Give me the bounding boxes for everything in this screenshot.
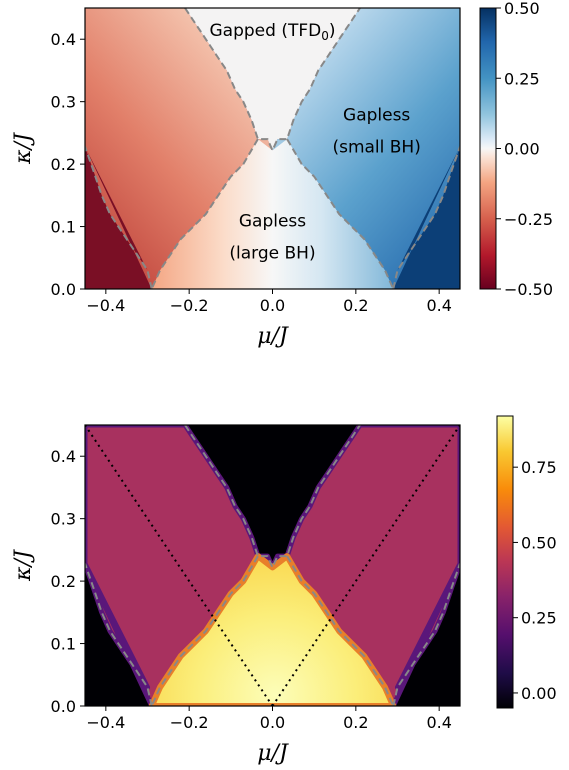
region-label-gapped: Gapped (TFD0) <box>210 21 336 43</box>
x-tick-label: 0.0 <box>260 296 285 315</box>
phase-boundary <box>392 563 460 706</box>
phase-boundary <box>184 8 361 153</box>
y-tick-label: 0.4 <box>51 30 76 49</box>
x-tick-label: 0.4 <box>426 296 451 315</box>
x-axis-label: μ/J <box>257 741 289 766</box>
x-tick-label: 0.2 <box>343 713 368 732</box>
x-tick-label: −0.4 <box>86 713 125 732</box>
colorbar-tick-label: −0.25 <box>504 210 553 229</box>
dotted-guide-line <box>271 425 460 706</box>
phase-boundary <box>85 563 153 706</box>
phase-boundary <box>392 146 460 289</box>
panel-bottom: −0.4 −0.2 0.0 0.2 0.4 0.0 0.1 0.2 0.3 0.4 μ/J κ/J 0.… <box>11 415 557 766</box>
y-tick-label: 0.2 <box>51 155 76 174</box>
heatmap-bottom <box>85 425 460 706</box>
region-label: Gapless <box>343 105 410 125</box>
dotted-guide-line <box>85 425 274 706</box>
region-label: Gapless <box>239 212 306 232</box>
colorbar-tick-label: 0.00 <box>504 140 540 159</box>
region-label-sub: (large BH) <box>229 244 315 264</box>
colorbar-tick-label: 0.25 <box>521 609 557 628</box>
y-tick-label: 0.1 <box>51 635 76 654</box>
colorbar-tick-label: 0.25 <box>504 69 540 88</box>
y-axis-label: κ/J <box>11 132 36 165</box>
colorbar-tick-label: 0.75 <box>521 458 557 477</box>
y-tick-label: 0.4 <box>51 447 76 466</box>
colorbar-tick-label: 0.50 <box>504 0 540 18</box>
colorbar-tick-label: −0.50 <box>504 280 553 299</box>
x-tick-label: 0.4 <box>426 713 451 732</box>
phase-boundary <box>286 555 395 706</box>
colorbar-tick-label: 0.50 <box>521 533 557 552</box>
panel-top: Gapped (TFD0) Gapless (small BH) Gapless (la… <box>11 0 553 349</box>
region-small-bh-left <box>85 8 273 289</box>
region-large-bh <box>151 139 394 289</box>
y-axis-label: κ/J <box>11 549 36 582</box>
y-tick-label: 0.0 <box>51 697 76 716</box>
x-tick-label: −0.2 <box>170 713 209 732</box>
x-tick-label: −0.2 <box>170 296 209 315</box>
phase-boundary <box>184 425 361 570</box>
x-axis-label: μ/J <box>257 324 289 349</box>
y-tick-label: 0.3 <box>51 510 76 529</box>
colorbar <box>479 7 497 290</box>
phase-boundary <box>150 138 259 289</box>
region-label-sub: (small BH) <box>332 137 420 157</box>
phase-boundary <box>85 146 153 289</box>
x-tick-label: −0.4 <box>86 296 125 315</box>
heatmap-top <box>85 8 460 289</box>
y-tick-label: 0.0 <box>51 280 76 299</box>
phase-boundary <box>286 138 395 289</box>
x-tick-label: 0.0 <box>260 713 285 732</box>
region-gapped <box>185 8 360 151</box>
region-small-bh-right <box>272 8 460 289</box>
x-tick-label: 0.2 <box>343 296 368 315</box>
y-tick-label: 0.1 <box>51 218 76 237</box>
colorbar <box>496 415 514 709</box>
phase-boundary <box>150 555 259 706</box>
y-tick-label: 0.2 <box>51 572 76 591</box>
y-tick-label: 0.3 <box>51 93 76 112</box>
colorbar-tick-label: 0.00 <box>521 684 557 703</box>
